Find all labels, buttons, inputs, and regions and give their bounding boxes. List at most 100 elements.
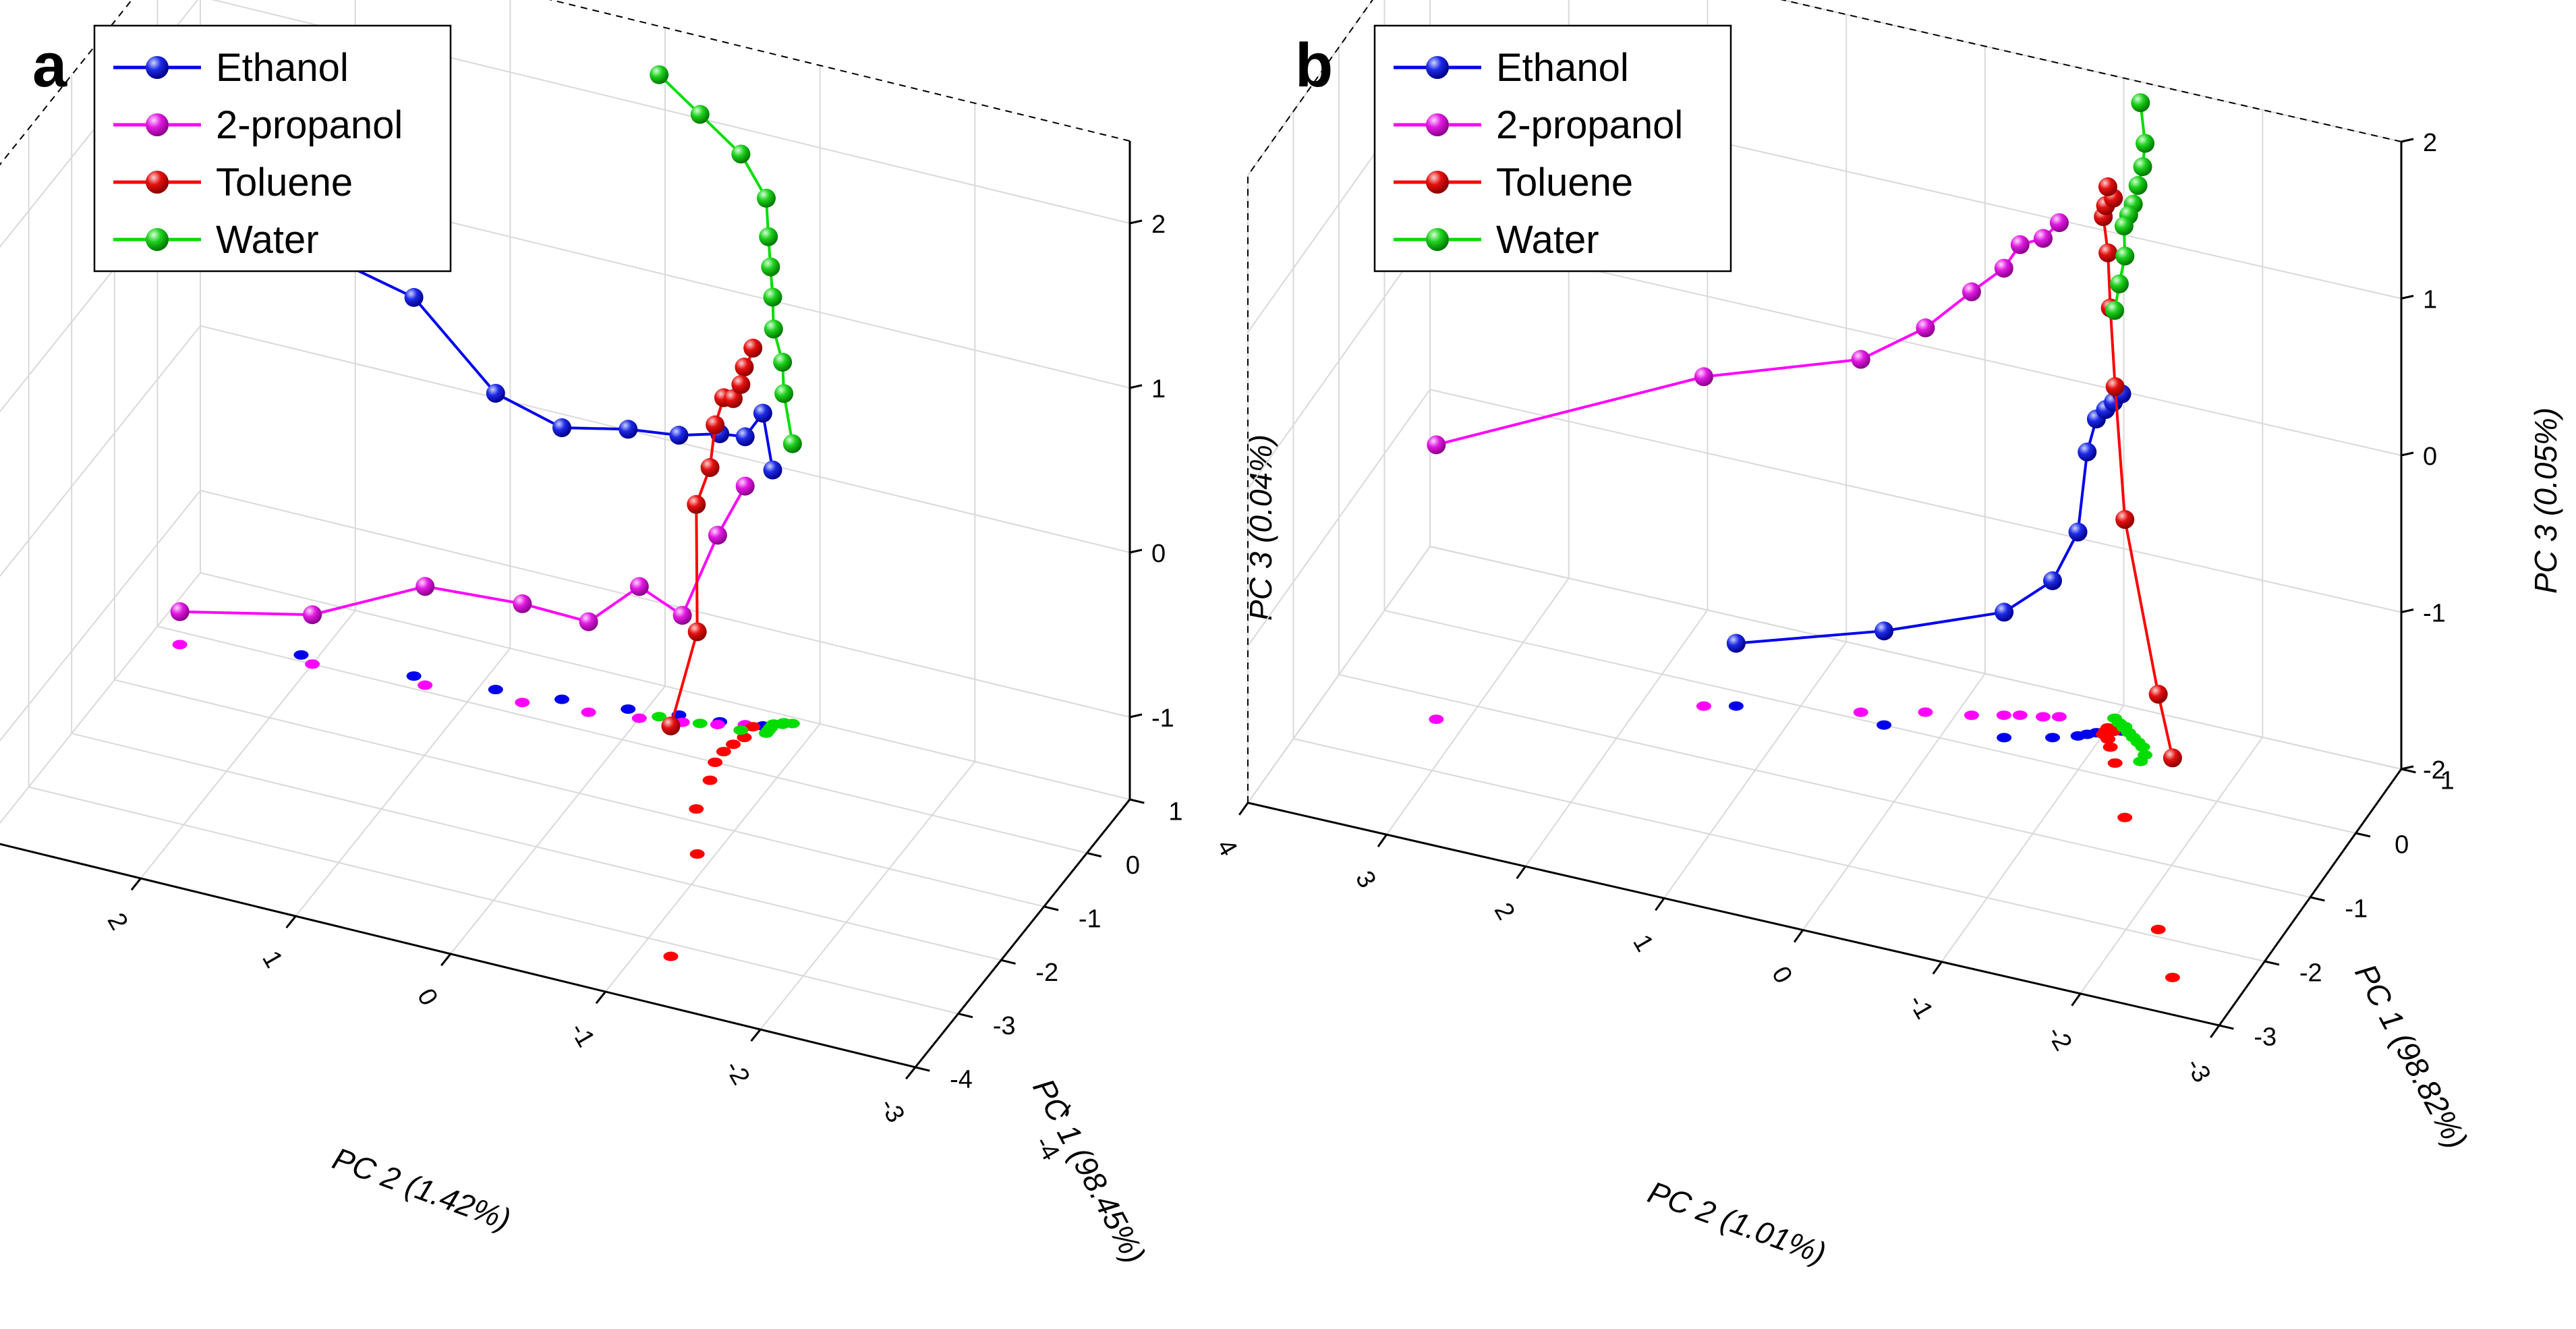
projection-point (2107, 758, 2123, 768)
data-point (690, 105, 710, 124)
y-tick-mark (2210, 1025, 2221, 1038)
data-point (629, 577, 649, 596)
projection-point (2012, 710, 2028, 720)
y-tick-label: -1 (564, 1018, 600, 1052)
x-tick-mark (2401, 768, 2416, 774)
data-point (759, 227, 778, 246)
x-tick-mark (2310, 896, 2325, 902)
data-point (2098, 243, 2118, 262)
z-tick-label: -2 (2423, 756, 2446, 785)
x-tick-label: -4 (950, 1066, 973, 1094)
x-tick-mark (2355, 832, 2371, 838)
projection-point (1696, 701, 1711, 711)
z-tick-label: 0 (2423, 443, 2437, 471)
projection-point (2107, 713, 2123, 723)
series-line (2102, 186, 2174, 758)
data-point (2098, 177, 2117, 196)
grid-line (604, 723, 821, 992)
grid-line (1385, 577, 1570, 835)
grid-line (1429, 389, 2402, 613)
projection-point (716, 747, 731, 757)
data-point (2115, 510, 2135, 530)
xlabel-a: PC 1 (98.45%) (1026, 1073, 1153, 1269)
y-tick-mark (595, 991, 606, 1005)
data-point (735, 358, 754, 377)
x-tick-mark (1000, 959, 1016, 965)
y-tick-label: 1 (1627, 930, 1659, 956)
series-line (1736, 393, 2123, 645)
data-point (2133, 157, 2152, 177)
projection-point (784, 718, 800, 729)
data-point (552, 418, 572, 438)
data-point (669, 426, 689, 445)
data-point (2010, 235, 2030, 254)
y-tick-mark (905, 1067, 917, 1080)
grid-line (760, 761, 976, 1030)
y-tick-label: 0 (411, 984, 443, 1011)
grid-line (1338, 674, 2311, 898)
projection-point (745, 722, 761, 732)
data-point (2131, 93, 2150, 113)
series-a (170, 65, 802, 736)
grid-line (450, 685, 666, 955)
data-point (2114, 216, 2134, 235)
x-tick-mark (1043, 905, 1059, 911)
data-point (513, 594, 532, 613)
data-point (1427, 435, 1446, 455)
projection-point (418, 680, 433, 690)
data-point (650, 65, 669, 84)
data-point (619, 420, 638, 439)
data-point (735, 476, 755, 496)
zlabel-b: PC 3 (0.05%) (2528, 407, 2563, 594)
data-point (706, 415, 725, 434)
legend-entry: Toluene (216, 161, 353, 204)
z-tick-mark (2401, 295, 2414, 300)
y-tick-label: -2 (2041, 1021, 2077, 1055)
legend-swatch (1426, 56, 1449, 79)
y-tick-mark (2071, 992, 2082, 1007)
y-tick-label: 0 (1766, 962, 1798, 988)
panel-letter-b: b (1295, 31, 1333, 100)
projection-point (1877, 720, 1892, 730)
data-point (687, 622, 707, 642)
projection-point (652, 712, 667, 722)
xlabel-b: PC 1 (98.82%) (2348, 958, 2475, 1154)
legend-swatch (1426, 113, 1449, 136)
z-tick-label: 0 (1151, 540, 1166, 568)
grid-line (1247, 546, 1431, 803)
y-tick-label: 2 (102, 909, 134, 935)
projection-point (172, 640, 188, 650)
y-tick-label: -3 (874, 1094, 910, 1127)
data-point (661, 716, 681, 736)
data-point (763, 287, 782, 307)
axis-line (0, 799, 1131, 1069)
x-tick-mark (1087, 851, 1102, 858)
data-point (743, 339, 763, 358)
projection-point (2117, 812, 2133, 822)
ticks-b: 1 0 -1 -2 -3 4 3 2 1 0 -1 -2 -3 2 1 0 -1 -2 (1211, 129, 2455, 1087)
grid-line (1663, 641, 1847, 899)
data-point (735, 427, 755, 447)
data-point (2068, 522, 2088, 542)
projection-point (1918, 707, 1933, 717)
grid-line (2080, 737, 2264, 994)
x-tick-label: 1 (1168, 798, 1182, 826)
grid-line (0, 572, 201, 824)
grid-line (1802, 673, 1986, 931)
z-tick-mark (2401, 138, 2414, 143)
projection-point (2100, 723, 2115, 733)
z-tick-mark (2401, 609, 2414, 613)
data-point (753, 403, 772, 423)
series-b (1427, 93, 2182, 768)
grid-line (0, 325, 201, 577)
legend-swatch (1426, 171, 1449, 194)
z-tick-mark (1129, 713, 1143, 718)
data-point (764, 319, 783, 339)
projection-point (733, 725, 749, 735)
axis-line (1247, 768, 2403, 1027)
projection-point (2165, 972, 2180, 982)
data-point (2034, 229, 2053, 248)
z-tick-mark (2401, 765, 2414, 770)
ylabel-b: PC 2 (1.01%) (1644, 1175, 1831, 1271)
